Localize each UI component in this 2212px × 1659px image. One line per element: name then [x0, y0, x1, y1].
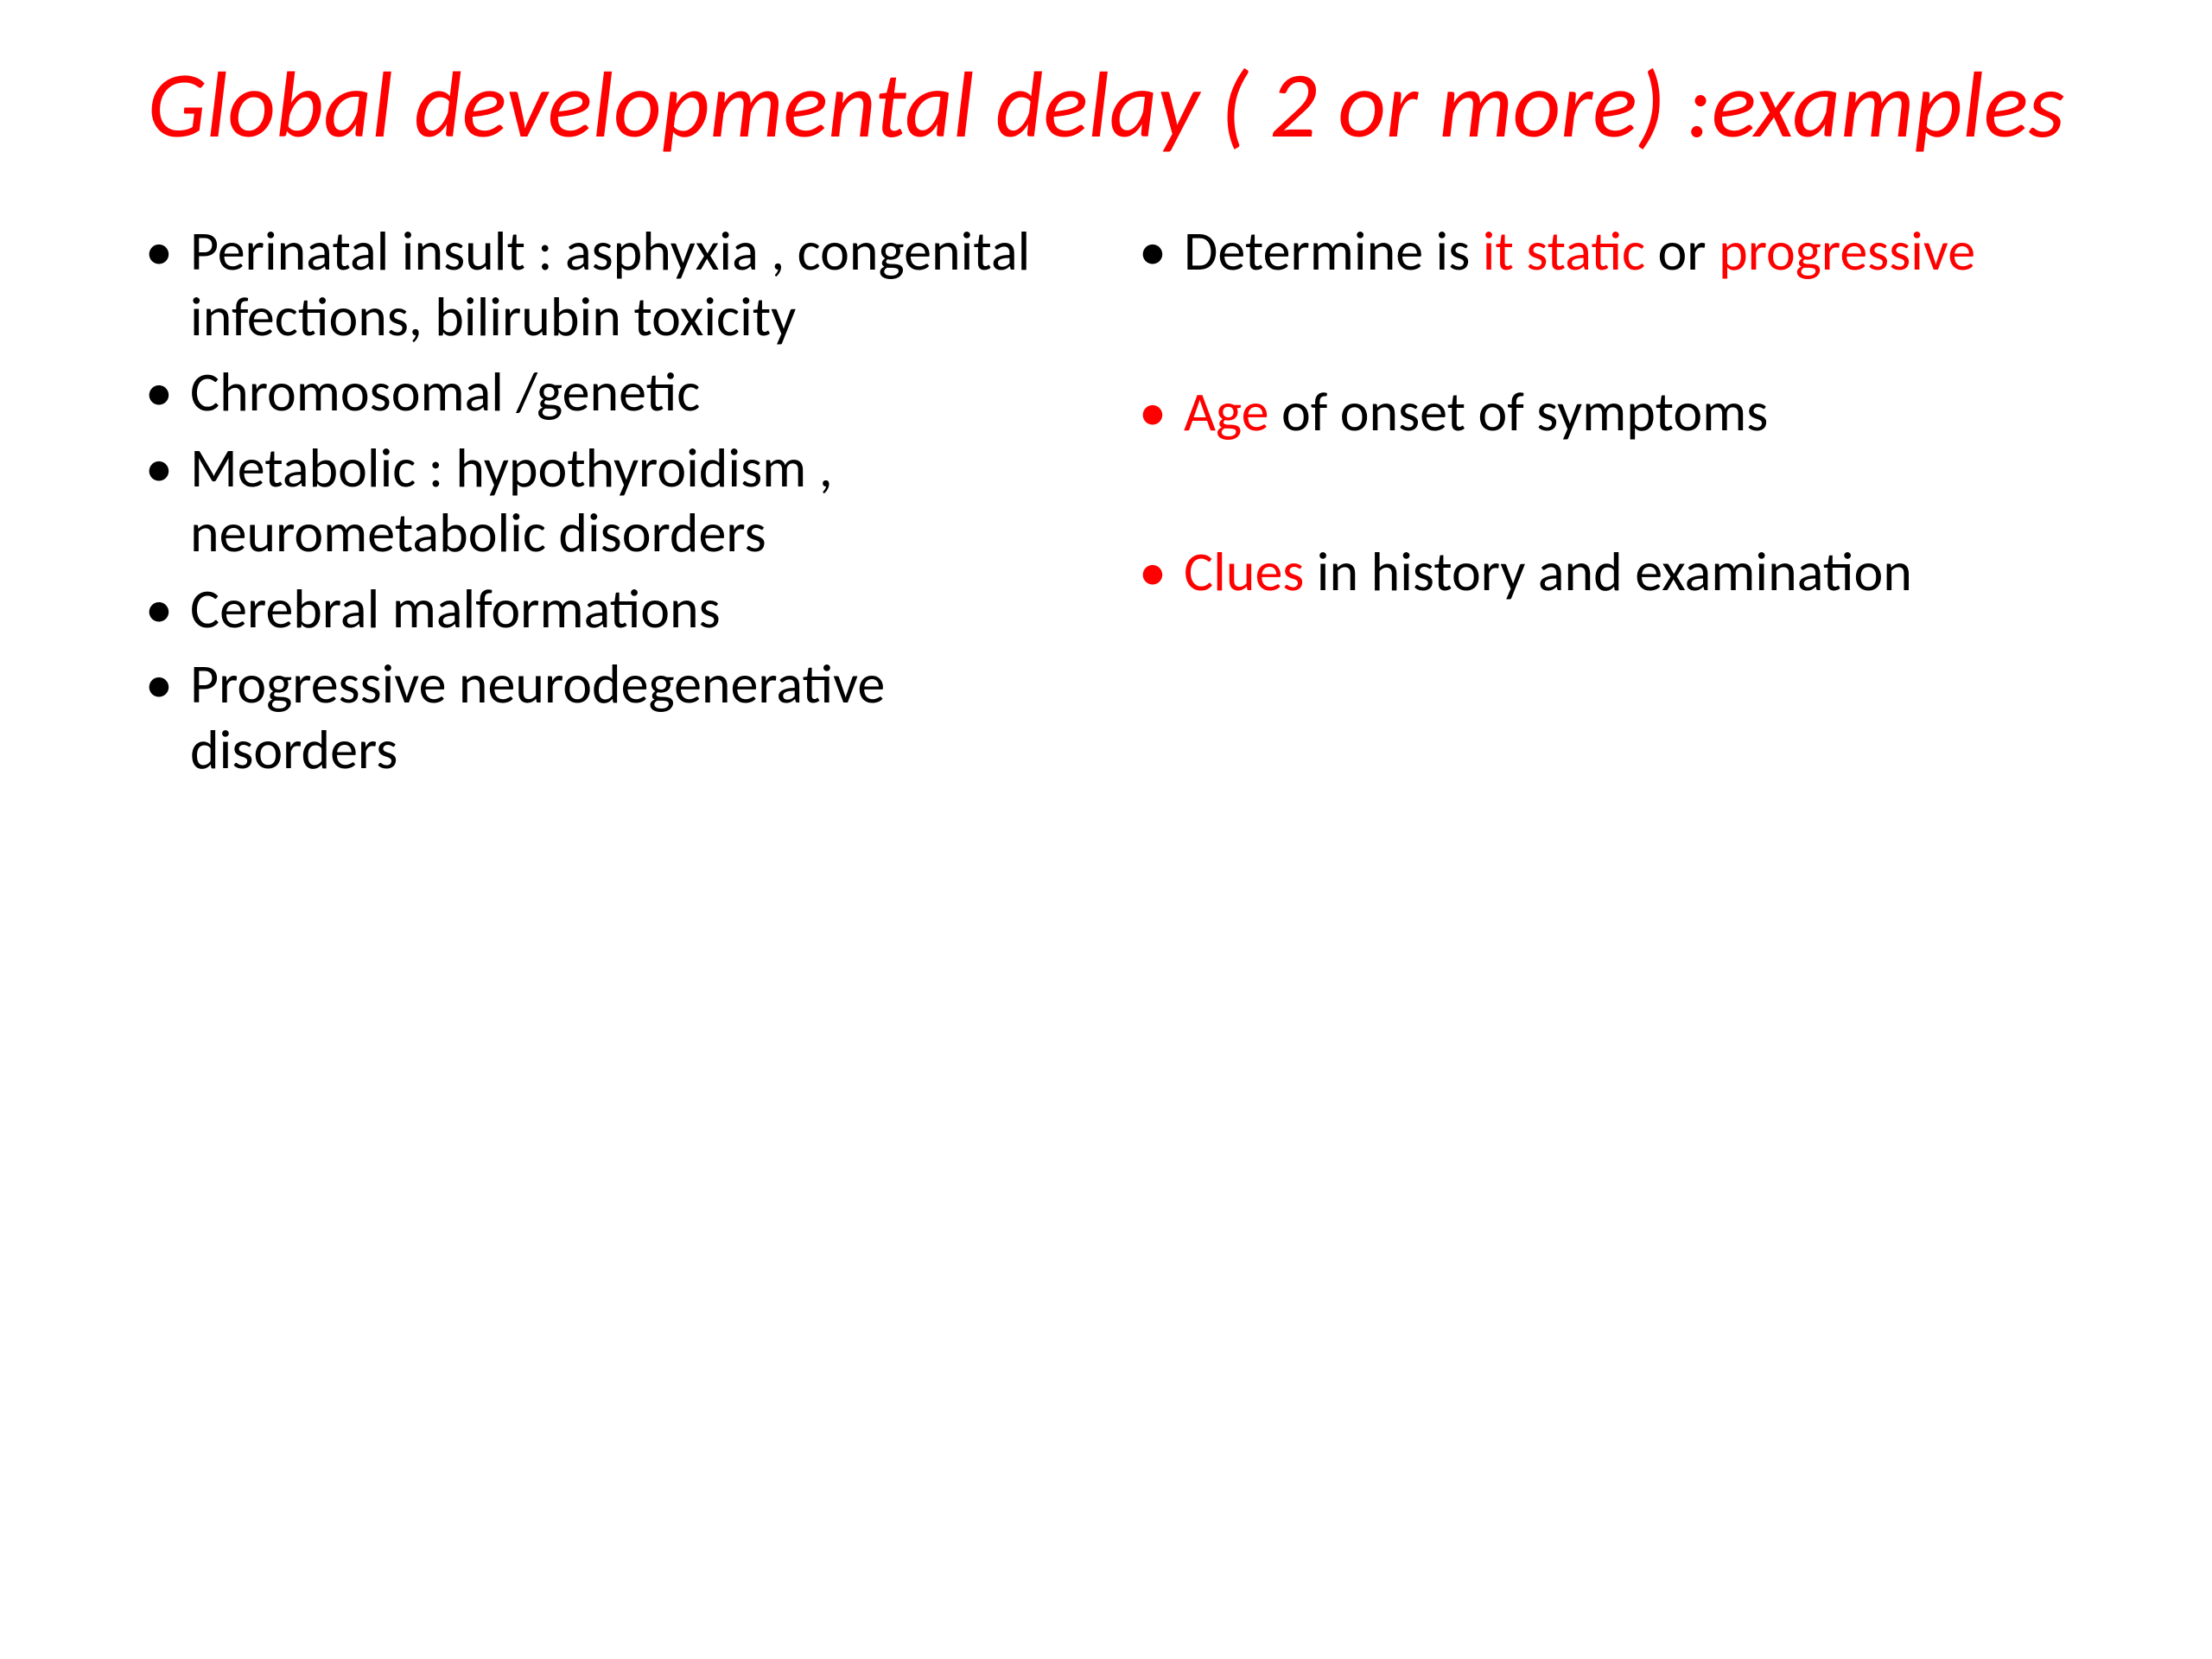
list-item: Metabolic : hypothyroidism , neurometabo…	[130, 436, 1089, 567]
text-segment: Determine is	[1184, 218, 1483, 285]
text-segment: in history and examination	[1304, 538, 1912, 606]
list-item: Perinatal insult : asphyxia , congenital…	[130, 219, 1089, 350]
slide-title: Global developmental delay ( 2 or more) …	[130, 52, 2082, 159]
text-segment: of onset of symptoms	[1268, 378, 1768, 446]
right-column: Determine is it static or progressive Age…	[1123, 219, 2082, 793]
columns-container: Perinatal insult : asphyxia , congenital…	[130, 219, 2082, 793]
list-item: Cerebral malformations	[130, 577, 1089, 643]
left-bullet-list: Perinatal insult : asphyxia , congenital…	[130, 219, 1089, 783]
list-item: Chromosomal /genetic	[130, 360, 1089, 426]
text-segment: Age	[1184, 378, 1268, 446]
text-segment: progressive	[1719, 218, 1975, 285]
text-segment: or	[1645, 218, 1719, 285]
text-segment: it static	[1483, 218, 1645, 285]
list-item: Progressive neurodegenerative disorders	[130, 652, 1089, 783]
right-bullet-list: Determine is it static or progressive Age…	[1123, 219, 2082, 606]
left-column: Perinatal insult : asphyxia , congenital…	[130, 219, 1089, 793]
text-segment: Clues	[1184, 538, 1304, 606]
list-item: Age of onset of symptoms	[1123, 380, 2082, 446]
list-item: Clues in history and examination	[1123, 540, 2082, 606]
list-item: Determine is it static or progressive	[1123, 219, 2082, 285]
slide: Global developmental delay ( 2 or more) …	[0, 0, 2212, 1659]
